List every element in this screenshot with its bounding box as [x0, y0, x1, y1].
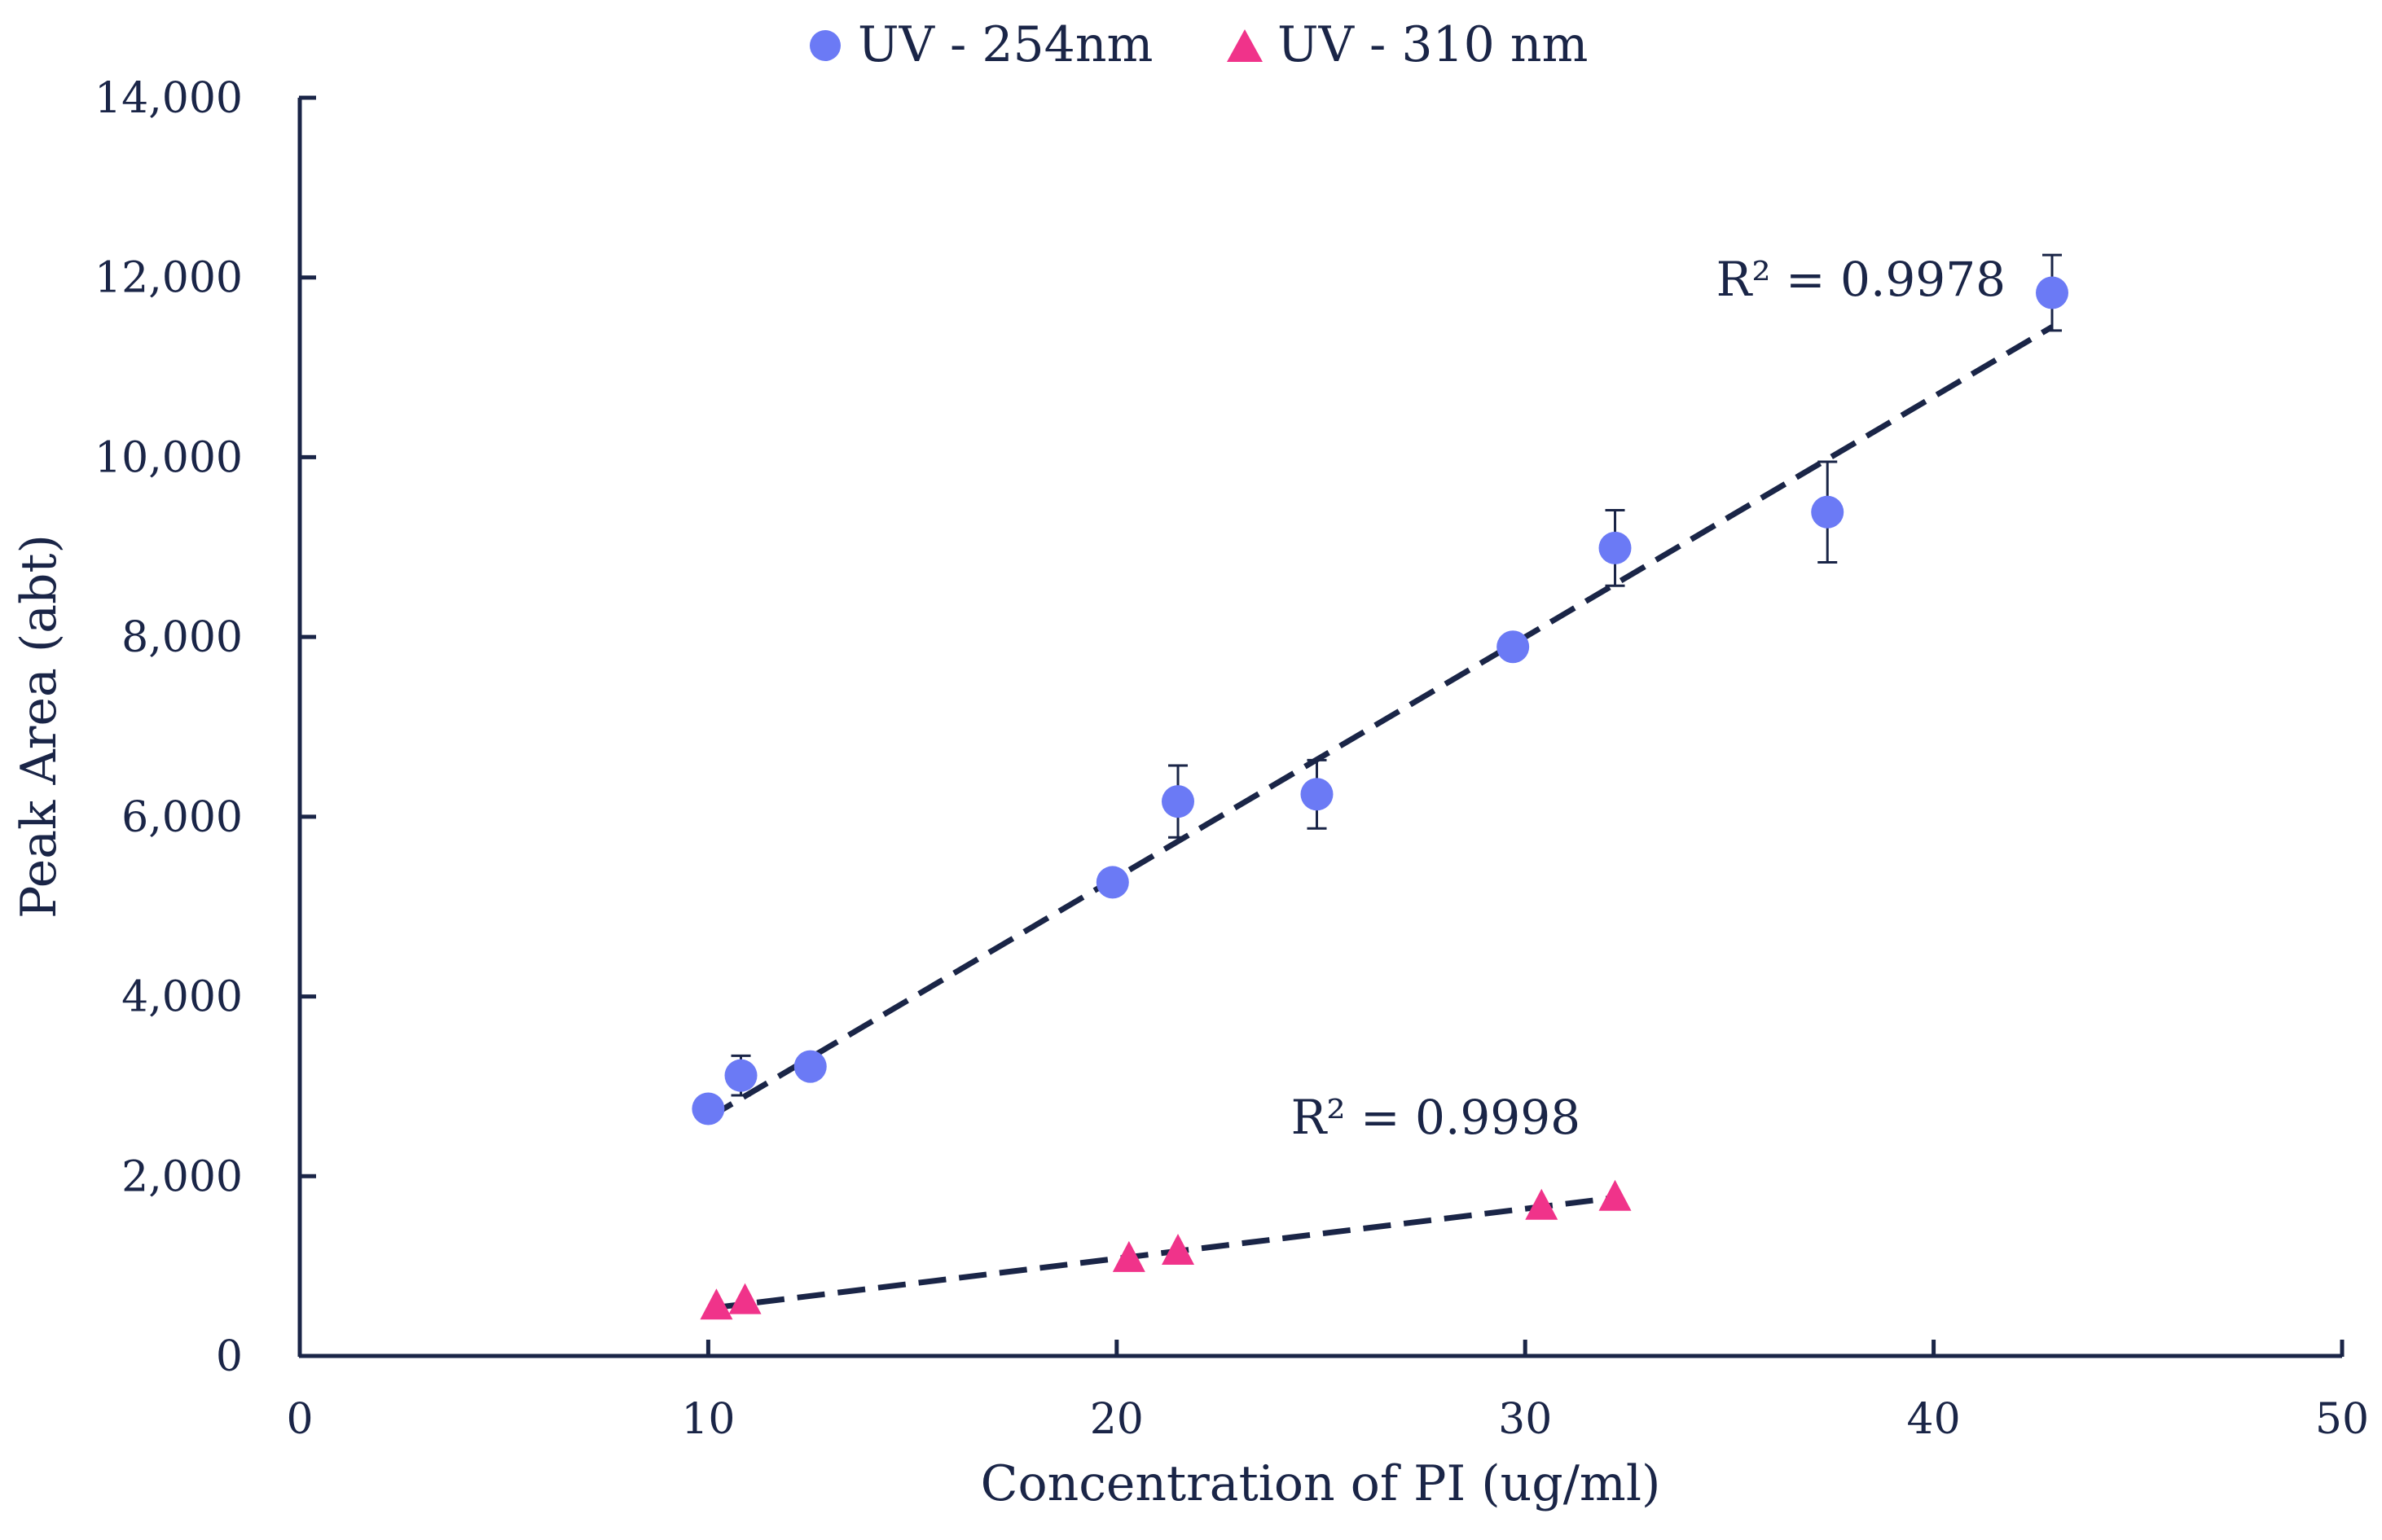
y-tick-label: 6,000: [121, 793, 243, 842]
legend: UV - 254nm UV - 310 nm: [810, 16, 1588, 73]
y-tick-label: 0: [216, 1332, 243, 1381]
data-point-uv-254: [1598, 531, 1632, 564]
y-tick-label: 14,000: [94, 74, 243, 123]
data-point-uv-254: [1096, 866, 1129, 899]
x-axis-title: Concentration of PI (ug/ml): [981, 1455, 1661, 1512]
x-tick-label: 40: [1907, 1395, 1961, 1444]
x-axis-ticks: 0 10 20 30 40 50: [286, 1340, 2369, 1444]
data-point-uv-254: [692, 1092, 725, 1125]
y-tick-label: 2,000: [121, 1152, 243, 1201]
x-tick-label: 0: [286, 1395, 313, 1444]
legend-label-uv-254: UV - 254nm: [858, 16, 1153, 73]
data-point-uv-254: [793, 1050, 827, 1083]
y-axis-ticks: 0 2,000 4,000 6,000 8,000 10,000 12,000 14,000: [94, 74, 316, 1381]
r2-label-uv-310: R² = 0.9998: [1291, 1090, 1580, 1145]
data-point-uv-310: [1598, 1179, 1632, 1211]
trendline-uv-310: [716, 1195, 1615, 1310]
data-point-uv-254: [1496, 630, 1530, 664]
trendline-uv-254: [706, 324, 2054, 1121]
r2-label-uv-254: R² = 0.9978: [1716, 252, 2006, 307]
data-point-uv-254: [1811, 495, 1844, 529]
x-tick-label: 10: [681, 1395, 735, 1444]
legend-marker-uv-254: [810, 30, 841, 61]
markers-uv-310: [700, 1179, 1632, 1320]
data-point-uv-310: [700, 1288, 733, 1320]
legend-label-uv-310: UV - 310 nm: [1277, 16, 1588, 73]
y-tick-label: 10,000: [94, 433, 243, 482]
data-point-uv-254: [1300, 778, 1334, 811]
data-point-uv-254: [2036, 276, 2069, 309]
x-tick-label: 20: [1090, 1395, 1144, 1444]
y-axis-title: Peak Area (abt): [11, 534, 68, 919]
y-tick-label: 12,000: [94, 254, 243, 303]
data-point-uv-254: [724, 1059, 758, 1092]
x-tick-label: 50: [2315, 1395, 2369, 1444]
data-point-uv-310: [1525, 1188, 1558, 1220]
y-tick-label: 8,000: [121, 613, 243, 662]
data-point-uv-254: [1162, 785, 1195, 818]
x-tick-label: 30: [1498, 1395, 1552, 1444]
legend-marker-uv-310: [1227, 29, 1263, 62]
data-point-uv-310: [728, 1283, 762, 1314]
data-point-uv-310: [1112, 1240, 1145, 1272]
markers-uv-254: [692, 276, 2069, 1125]
data-point-uv-310: [1162, 1233, 1195, 1265]
error-bars-uv-254: [731, 253, 2063, 1097]
y-tick-label: 4,000: [121, 973, 243, 1022]
axes: [297, 98, 2342, 1358]
